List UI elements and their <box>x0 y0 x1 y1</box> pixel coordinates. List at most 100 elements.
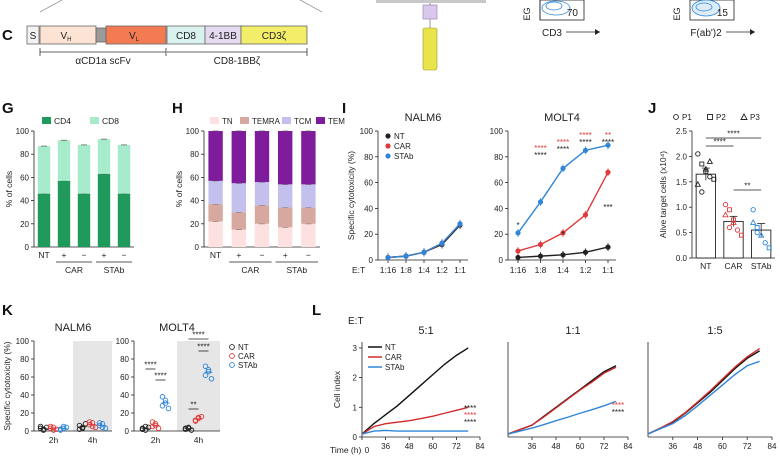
k1-data-point-stab <box>99 421 106 427</box>
j-data-point <box>711 176 717 182</box>
j-data-point <box>762 240 768 246</box>
segment-label-s: S <box>30 31 37 42</box>
l1-x-tick-label: 48 <box>405 442 414 451</box>
k2-x-tick-label: 4h <box>194 435 204 445</box>
h-bar-tem <box>208 131 223 181</box>
j-bar-car <box>723 220 744 259</box>
k1-y-tick-label: 80 <box>20 355 29 364</box>
h-bar-tn <box>208 221 223 247</box>
panel-label-c: C <box>2 27 13 44</box>
h-bar-tcm <box>208 180 223 205</box>
segment-label-vl: VL <box>129 31 140 43</box>
i-legend-marker-stab <box>385 153 391 159</box>
l2-title: 1:1 <box>565 325 580 337</box>
flow-right-yaxis-label: EG <box>672 7 682 20</box>
l1-title: 5:1 <box>418 325 433 337</box>
h-x-tick-label: + <box>236 250 241 260</box>
i2-significance-stars: **** <box>557 145 569 154</box>
j-data-point <box>707 174 713 180</box>
k2-legend-label: CAR <box>238 352 255 361</box>
l2-series-line-stab <box>507 400 617 435</box>
j-y-tick-label: 1.0 <box>676 203 688 212</box>
l3-series-line-stab <box>647 360 760 435</box>
i2-data-point-stab <box>537 199 544 205</box>
g-group-label: CAR <box>65 265 83 275</box>
j-x-tick-label: NT <box>700 261 711 271</box>
i2-data-point-car <box>515 248 521 254</box>
h-bar-tem <box>301 131 316 185</box>
i2-data-point-nt <box>582 249 589 255</box>
k2-data-point-nt <box>142 423 149 430</box>
i-legend-marker-car <box>385 143 391 149</box>
k2-y-tick-label: 80 <box>120 355 129 364</box>
h-legend-label-tem: TEM <box>328 117 345 126</box>
k1-shaded-region <box>73 341 112 431</box>
k1-y-tick-label: 0 <box>25 427 30 436</box>
i2-data-point-stab <box>605 142 611 148</box>
i2-x-tick-label: 1:2 <box>580 265 592 275</box>
g-bar-cd4 <box>77 193 91 247</box>
i2-x-tick-label: 1:4 <box>557 265 569 275</box>
l2-series-line-car <box>507 366 617 435</box>
i1-x-tick-label: 1:16 <box>380 265 397 275</box>
i1-y-axis-label: Specific cytotoxicity (%) <box>346 151 356 240</box>
h-x-tick-label: NT <box>210 250 221 260</box>
j-data-point <box>694 180 702 187</box>
k2-data-point-stab <box>208 376 215 382</box>
h-bar-temra <box>301 207 316 224</box>
g-y-axis-label: % of cells <box>4 171 14 207</box>
j-y-tick-label: 2.5 <box>676 127 688 136</box>
g-bar-cd8 <box>77 144 91 194</box>
g-y-tick-label: 100 <box>16 127 30 136</box>
g-bar-cd4 <box>97 173 111 247</box>
j-legend-marker-p2 <box>707 114 713 120</box>
flow-plot-right: 15 EG F(ab')2 <box>672 0 755 39</box>
l3-x-tick-label: 36 <box>668 442 677 451</box>
i-legend-marker-nt <box>385 133 391 139</box>
segment-signal <box>26 25 40 45</box>
k2-data-point-stab <box>202 363 209 369</box>
i2-significance-stars: **** <box>602 138 614 147</box>
h-group-label: CAR <box>241 265 259 275</box>
l1-y-axis-label: Cell index <box>332 370 342 408</box>
j-data-point <box>757 231 765 238</box>
j-legend-marker-p1 <box>673 114 679 120</box>
i2-data-point-stab <box>560 165 566 172</box>
j-data-point <box>749 219 757 225</box>
k2-data-point-nt <box>145 424 152 431</box>
i2-significance-stars: **** <box>557 138 569 147</box>
g-x-tick-label: − <box>82 250 87 260</box>
k2-significance-stars: **** <box>144 361 156 370</box>
h-y-tick-label: 60 <box>190 173 199 182</box>
i-legend-label-car: CAR <box>394 142 411 151</box>
k1-x-tick-label: 4h <box>88 435 98 445</box>
flow-left-contour-1 <box>541 0 571 16</box>
i-legend-label-nt: NT <box>394 132 405 141</box>
l3-title: 1:5 <box>707 325 722 337</box>
g-legend-label-cd4: CD4 <box>54 116 71 126</box>
i1-x-tick-label: 1:4 <box>418 265 430 275</box>
i1-title: NALM6 <box>405 112 442 124</box>
i1-y-tick-label: 60 <box>364 179 373 188</box>
k1-data-point-nt <box>43 424 50 431</box>
construct-diagram: S VH VL CD8 4-1BB CD3ζ αCD1a scFv CD8-1B… <box>26 25 308 67</box>
i2-significance-stars: * <box>516 221 519 230</box>
flow-right-contour-2 <box>695 2 713 12</box>
panel-label-l: L <box>312 302 321 319</box>
k1-title: NALM6 <box>55 322 92 334</box>
construct-guide-right <box>299 0 323 13</box>
j-data-point <box>766 245 772 251</box>
h-bar-tcm <box>254 182 270 206</box>
g-group-label: STAb <box>104 265 125 275</box>
h-bar-temra <box>231 212 246 230</box>
i2-y-tick-label: 0 <box>499 256 504 265</box>
construct-guide-left <box>39 0 63 13</box>
j-legend-label: P3 <box>750 113 760 122</box>
k2-y-tick-label: 20 <box>120 409 129 418</box>
i2-significance-stars: **** <box>579 131 591 140</box>
i2-significance-stars: **** <box>579 138 591 147</box>
j-y-axis-label: Alive target cells (x10⁴) <box>658 151 668 238</box>
panel-label-k: K <box>2 302 13 319</box>
